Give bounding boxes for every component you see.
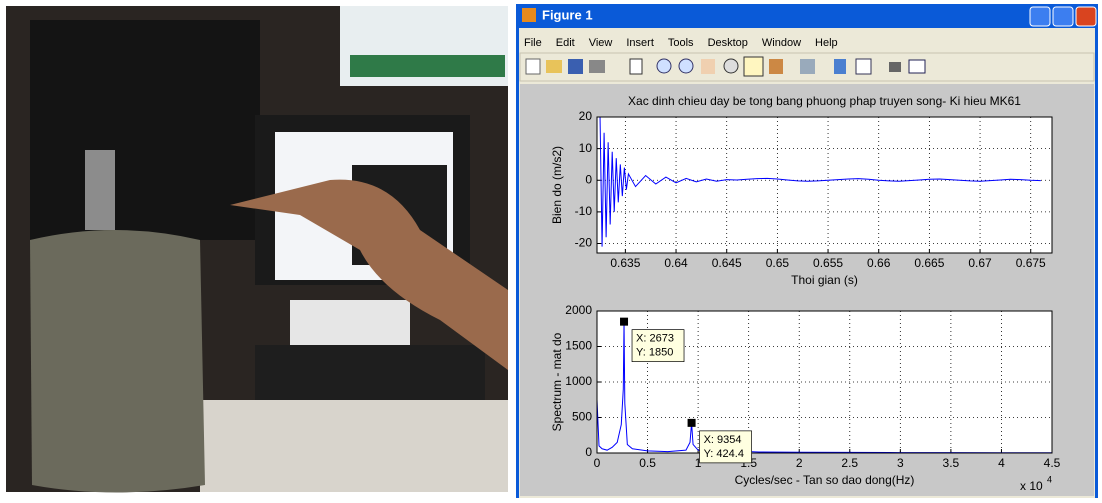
- menu-item[interactable]: Insert: [626, 37, 654, 49]
- x-tick-label: 0.67: [968, 256, 992, 270]
- tool-legend[interactable]: [856, 59, 871, 74]
- x-tick-label: 0.655: [813, 256, 843, 270]
- datatip-marker: [620, 318, 628, 326]
- table: [200, 400, 508, 492]
- y-tick-label: 0: [585, 172, 592, 186]
- tool-print[interactable]: [589, 60, 605, 73]
- maximize-button[interactable]: [1053, 7, 1073, 26]
- x-tick-label: 0.645: [712, 256, 742, 270]
- toolbar: [520, 53, 1094, 81]
- y-axis-label: Spectrum - mat do: [550, 332, 564, 431]
- x-tick-label: 3: [897, 456, 904, 470]
- tool-brush[interactable]: [769, 59, 783, 74]
- y-tick-label: 2000: [565, 303, 592, 317]
- datatip-label: Y: 1850: [636, 347, 673, 359]
- plot-area: [597, 117, 1052, 253]
- tool-save[interactable]: [568, 59, 583, 74]
- tool-pointer[interactable]: [630, 59, 642, 74]
- x-axis-label: Cycles/sec - Tan so dao dong(Hz): [735, 473, 915, 487]
- x-tick-label: 0.635: [610, 256, 640, 270]
- tool-datacursor[interactable]: [744, 57, 763, 76]
- x-tick-label: 0.65: [766, 256, 790, 270]
- window-title: Figure 1: [542, 7, 593, 22]
- tool-colorbar[interactable]: [834, 59, 846, 74]
- datatip-marker: [688, 419, 696, 427]
- y-tick-label: 500: [572, 410, 592, 424]
- x-tick-label: 2.5: [841, 456, 858, 470]
- minimize-button[interactable]: [1030, 7, 1050, 26]
- page: Figure 1 File Edit View Insert Tools Desktop W…: [0, 0, 1102, 498]
- y-tick-label: 20: [579, 109, 593, 123]
- y-tick-label: 1000: [565, 374, 592, 388]
- x-tick-label: 4.5: [1044, 456, 1061, 470]
- y-tick-label: -10: [575, 204, 593, 218]
- poster-band: [350, 55, 505, 77]
- tool-zoom-in[interactable]: [657, 59, 671, 73]
- datatip-label: X: 9354: [704, 434, 742, 446]
- x-tick-label: 0.64: [664, 256, 688, 270]
- menu-item[interactable]: Desktop: [708, 37, 748, 49]
- tool-show[interactable]: [909, 60, 925, 73]
- tool-rotate[interactable]: [724, 59, 738, 73]
- window-icon: [522, 8, 536, 22]
- x-tick-label: 0.665: [914, 256, 944, 270]
- pc-case: [30, 20, 260, 240]
- x-tick-label: 0.66: [867, 256, 891, 270]
- tool-open[interactable]: [546, 60, 562, 73]
- y-axis-label: Bien do (m/s2): [550, 146, 564, 224]
- x-tick-label: 3.5: [943, 456, 960, 470]
- tool-zoom-out[interactable]: [679, 59, 693, 73]
- datatip-label: X: 2673: [636, 333, 674, 345]
- close-button[interactable]: [1076, 7, 1096, 26]
- tool-hide[interactable]: [889, 62, 901, 72]
- y-tick-label: 0: [585, 445, 592, 459]
- tool-new[interactable]: [526, 59, 540, 74]
- tool-pan[interactable]: [701, 59, 715, 74]
- menu-item[interactable]: File: [524, 37, 542, 49]
- menu-item[interactable]: Help: [815, 37, 838, 49]
- chart-title: Xac dinh chieu day be tong bang phuong p…: [628, 94, 1021, 108]
- x-tick-label: 2: [796, 456, 803, 470]
- menu-item[interactable]: Window: [762, 37, 801, 49]
- tool-link[interactable]: [800, 59, 815, 74]
- x-tick-label: 0: [594, 456, 601, 470]
- menu-item[interactable]: Edit: [556, 37, 575, 49]
- x-tick-label: 0.5: [639, 456, 656, 470]
- y-tick-label: 10: [579, 141, 593, 155]
- y-tick-label: -20: [575, 236, 593, 250]
- concrete-cylinder: [30, 230, 205, 493]
- menu-item[interactable]: View: [589, 37, 613, 49]
- menu-item[interactable]: Tools: [668, 37, 694, 49]
- menu-bar: File Edit View Insert Tools Desktop Window Help: [524, 37, 838, 49]
- sensor: [85, 150, 115, 230]
- x-axis-label: Thoi gian (s): [791, 273, 858, 287]
- x-scale-label: x 10: [1020, 479, 1043, 493]
- x-tick-label: 0.675: [1016, 256, 1046, 270]
- datatip-label: Y: 424.4: [704, 448, 744, 460]
- y-tick-label: 1500: [565, 339, 592, 353]
- photo: [6, 6, 508, 493]
- x-scale-power: 4: [1047, 474, 1052, 484]
- x-tick-label: 4: [998, 456, 1005, 470]
- keyboard: [255, 345, 485, 400]
